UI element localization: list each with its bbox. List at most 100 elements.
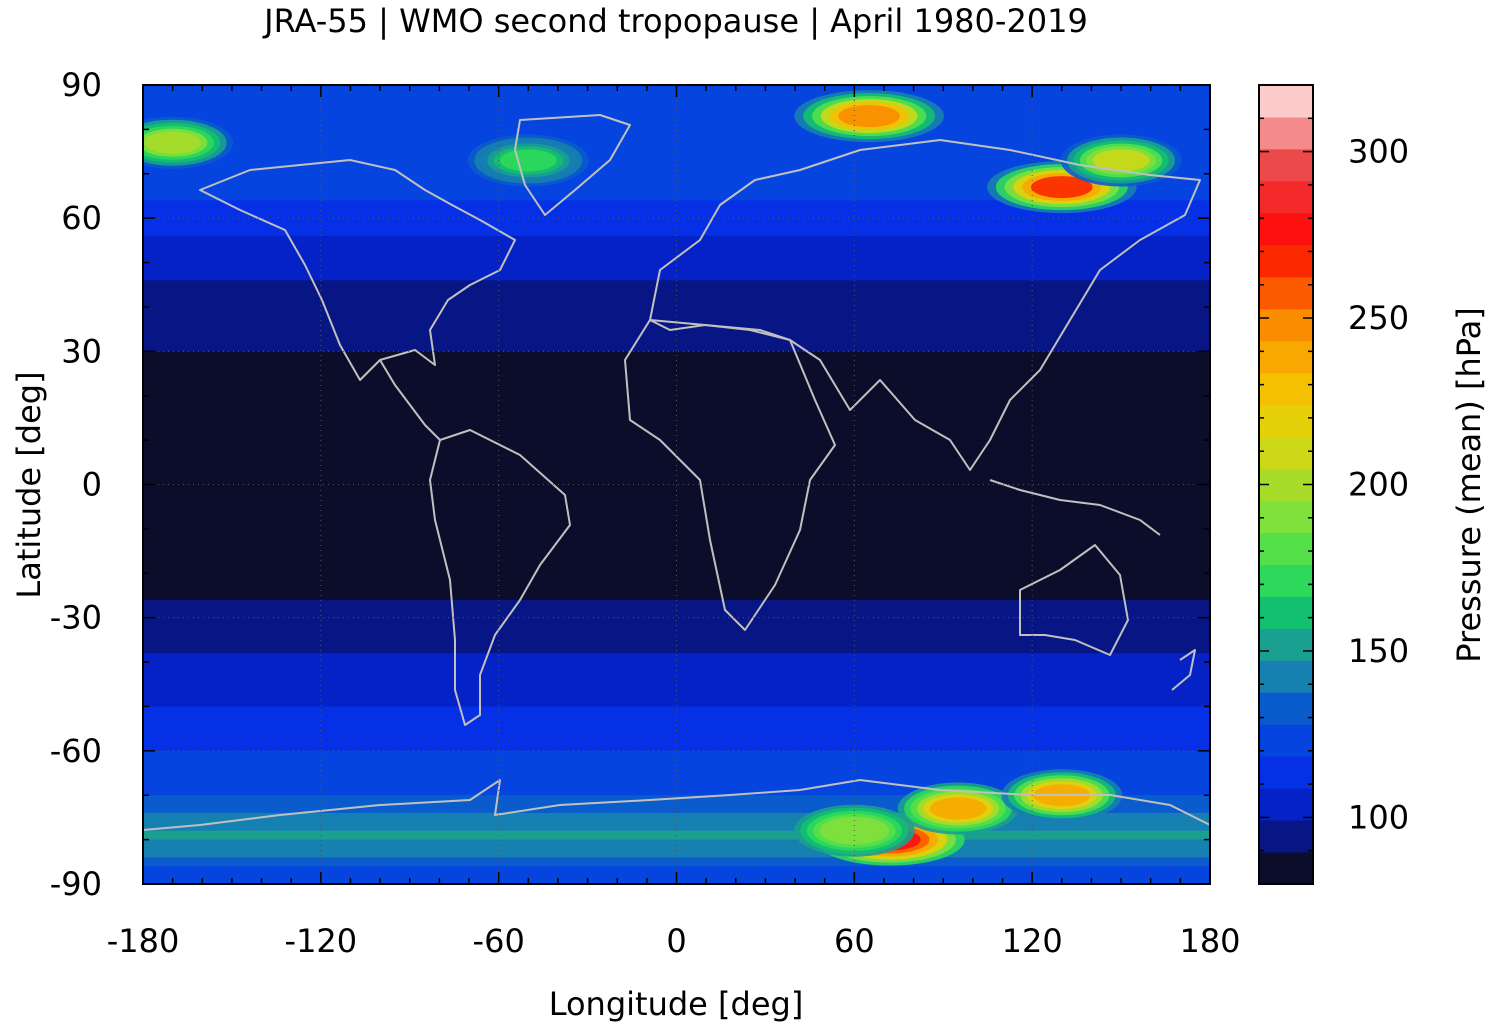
tick-marks [142,84,1211,885]
x-tick-label: -120 [285,922,358,960]
colorbar-swatch [1259,500,1313,533]
zonal-band-cell [143,857,1210,867]
zonal-band-cell [143,386,1210,397]
zonal-band-cell [143,786,1210,796]
colorbar-swatch [1259,660,1313,693]
zonal-band-cell [143,448,1210,459]
hotspot-ring [144,131,202,154]
zonal-band-cell [143,262,1210,273]
zonal-band-cell [143,227,1210,237]
zonal-band-cell [143,502,1210,512]
hotspot-ring [838,105,900,128]
hotspot-ring [1092,149,1150,172]
coastline-south-america [429,429,571,726]
zonal-band-cell [143,626,1210,637]
zonal-band-cell [143,147,1210,157]
zonal-band-cell [143,484,1210,494]
zonal-band-cell [143,377,1210,388]
hotspot-ring [929,797,987,820]
zonal-band-cell [143,821,1210,832]
zonal-band-cell [143,466,1210,477]
y-tick-label: 30 [61,332,102,370]
zonal-band-cell [143,777,1210,787]
colorbar-swatch [1259,628,1313,661]
zonal-band-cell [143,564,1210,574]
zonal-band-cell [143,129,1210,139]
plot-area [142,84,1211,885]
y-tick-labels: 90 60 30 0 -30 -60 -90 [50,66,102,903]
y-tick-label: 90 [61,66,102,104]
coastline-antarctica [143,779,1210,831]
colorbar-tick-label: 300 [1348,133,1409,171]
zonal-band-cell [143,298,1210,308]
zonal-band-cell [143,795,1210,805]
zonal-band-cell [143,741,1210,752]
x-tick-label: -180 [107,922,180,960]
zonal-band-cell [143,289,1210,299]
zonal-band-cell [143,333,1210,344]
coastline-greenland [514,114,631,216]
x-tick-label: 120 [1002,922,1063,960]
zonal-band-cell [143,599,1210,610]
zonal-band-cell [143,520,1210,530]
zonal-band-cell [143,440,1210,450]
zonal-band-cell [143,191,1210,202]
coastlines [143,114,1210,831]
colorbar-swatch [1259,596,1313,629]
hotspot-ring [1031,176,1093,199]
zonal-band-cell [143,404,1210,415]
y-tick-label: 60 [61,199,102,237]
zonal-band-cell [143,360,1210,370]
y-axis-label: Latitude [deg] [10,371,48,598]
y-tick-label: -60 [50,732,102,770]
colorbar-ticks [1259,117,1313,852]
y-tick-label: -90 [50,865,102,903]
y-tick-label: 0 [82,466,102,504]
zonal-band-cell [143,724,1210,734]
colorbar-swatch [1259,820,1313,853]
zonal-band-cell [143,182,1210,193]
x-tick-label: 60 [834,922,875,960]
x-tick-label: -60 [473,922,525,960]
colorbar-swatch [1259,180,1313,214]
zonal-band-cell [143,164,1210,175]
colorbar-label: Pressure (mean) [hPa] [1450,307,1488,662]
colorbar-swatch [1259,404,1313,438]
colorbar: 300 250 200 150 100 Pressure (mean) [hPa] [1258,84,1488,885]
zonal-band-cell [143,688,1210,699]
colorbar-swatch [1259,148,1313,182]
zonal-band-cell [143,528,1210,539]
coastline-central-america [379,359,441,441]
zonal-band-cell [143,457,1210,468]
zonal-bands [143,85,1210,884]
zonal-band-cell [143,342,1210,352]
colorbar-tick-label: 200 [1348,466,1409,504]
colorbar-swatches [1259,85,1313,885]
zonal-band-cell [143,102,1210,113]
zonal-band-cell [143,537,1210,548]
zonal-band-cell [143,93,1210,104]
colorbar-swatch [1259,692,1313,725]
colorbar-swatch [1259,852,1313,885]
colorbar-swatch [1259,724,1313,757]
coastline-africa [624,319,836,631]
zonal-band-cell [143,679,1210,690]
zonal-band-cell [143,848,1210,858]
colorbar-swatch [1259,788,1313,821]
zonal-band-cell [143,662,1210,672]
x-axis-label: Longitude [deg] [549,985,804,1023]
zonal-band-cell [143,369,1210,379]
colorbar-tick-labels: 300 250 200 150 100 [1348,133,1409,837]
zonal-band-cell [143,644,1210,654]
chart-title: JRA-55 | WMO second tropopause | April 1… [262,2,1088,40]
zonal-band-cell [143,812,1210,823]
x-tick-label: 0 [666,922,686,960]
colorbar-swatch [1259,85,1313,118]
grid [143,85,1210,884]
colorbar-swatch [1259,308,1313,342]
zonal-band-cell [143,839,1210,850]
zonal-band-cell [143,706,1210,716]
zonal-band-cell [143,209,1210,219]
colorbar-swatch [1259,276,1313,310]
